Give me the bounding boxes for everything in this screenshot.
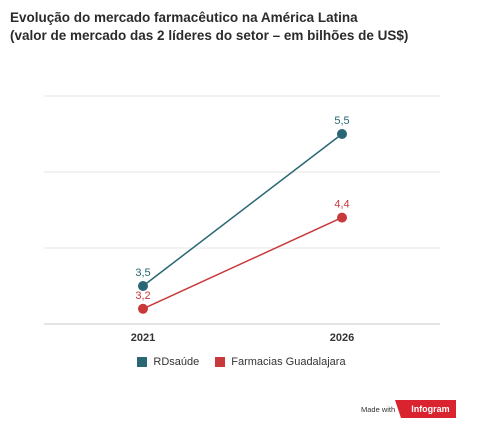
legend-item-farmacias-guadalajara[interactable]: Farmacias Guadalajara <box>215 356 346 368</box>
legend-label-rdsaude: RDsaúde <box>153 356 200 368</box>
legend-label-farmacias-guadalajara: Farmacias Guadalajara <box>231 356 346 368</box>
x-tick-label: 2026 <box>330 332 354 344</box>
data-point-rdsa-de <box>337 129 347 139</box>
legend-swatch-farmacias-guadalajara <box>215 357 226 367</box>
chart-legend: RDsaúde Farmacias Guadalajara <box>0 356 483 368</box>
data-label-farmacias-guadalajara: 4,4 <box>334 199 349 211</box>
data-point-farmacias-guadalajara <box>337 212 347 223</box>
chart-subtitle: (valor de mercado das 2 líderes do setor… <box>10 28 409 43</box>
data-point-farmacias-guadalajara <box>138 303 148 314</box>
infogram-logo[interactable]: Infogram <box>395 400 456 418</box>
series-line-rdsa-de <box>142 133 343 287</box>
data-label-rdsa-de: 3,5 <box>135 267 150 279</box>
legend-swatch-rdsaude <box>137 357 148 367</box>
chart-title: Evolução do mercado farmacêutico na Amér… <box>10 10 358 25</box>
data-label-farmacias-guadalajara: 3,2 <box>135 290 150 302</box>
data-point-rdsa-de <box>138 281 148 291</box>
made-with-infogram-badge[interactable]: Made with Infogram <box>361 400 456 418</box>
series-line-farmacias-guadalajara <box>142 216 343 310</box>
chart-header: Evolução do mercado farmacêutico na Amér… <box>10 9 475 45</box>
x-tick-label: 2021 <box>131 332 155 344</box>
data-label-rdsa-de: 5,5 <box>334 115 349 127</box>
legend-item-rdsaude[interactable]: RDsaúde <box>137 356 199 368</box>
made-with-label: Made with <box>361 404 396 414</box>
